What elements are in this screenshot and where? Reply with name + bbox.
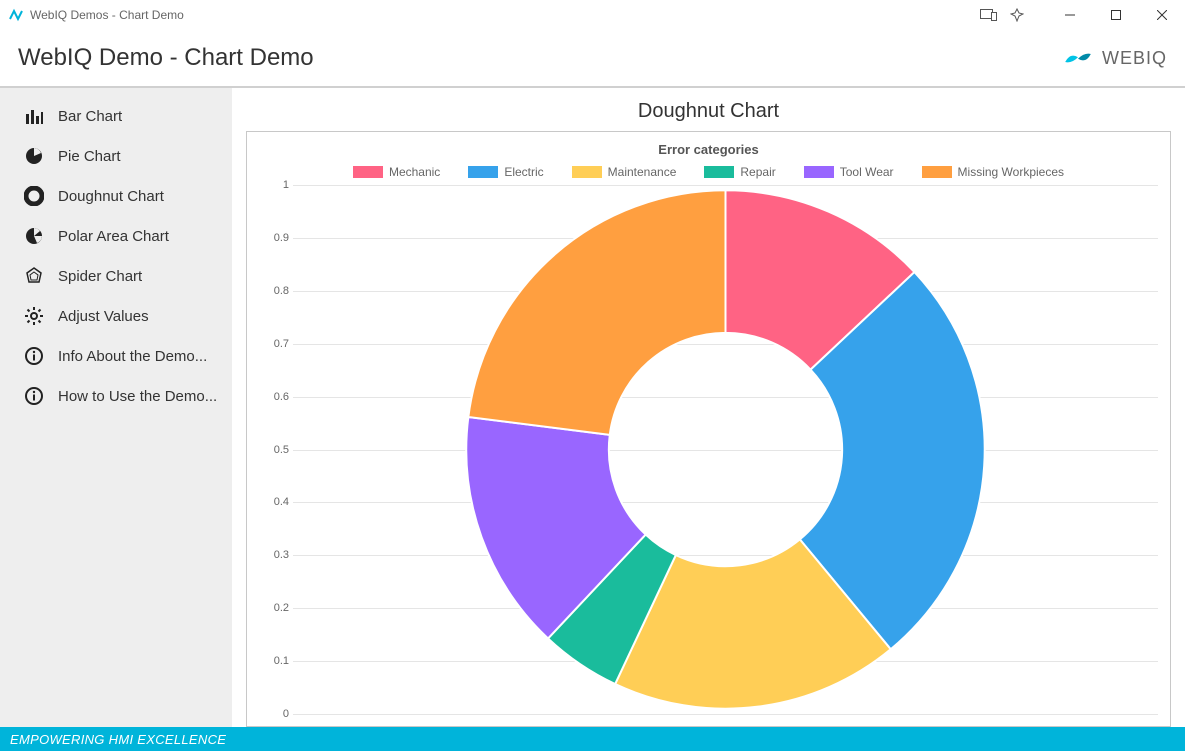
legend-label: Missing Workpieces — [958, 165, 1064, 179]
spider-icon — [24, 266, 44, 286]
sidebar-item-label: Bar Chart — [58, 108, 122, 125]
sidebar-item-label: Adjust Values — [58, 308, 149, 325]
info-icon — [24, 346, 44, 366]
polar-icon — [24, 226, 44, 246]
gear-icon — [24, 306, 44, 326]
legend-item[interactable]: Electric — [468, 165, 543, 179]
legend-swatch — [704, 166, 734, 178]
main-panel: Doughnut Chart Error categories Mechanic… — [232, 88, 1185, 727]
y-tick-label: 0.4 — [274, 496, 289, 508]
close-button[interactable] — [1139, 0, 1185, 30]
brand: WEBIQ — [1062, 46, 1167, 70]
sidebar-item-pie-chart[interactable]: Pie Chart — [0, 136, 232, 176]
pin-icon[interactable] — [1003, 0, 1031, 30]
y-tick-label: 0.1 — [274, 655, 289, 667]
footer-bar: EMPOWERING HMI EXCELLENCE — [0, 727, 1185, 751]
sidebar: Bar Chart Pie Chart Doughnut Chart Polar Ar… — [0, 88, 232, 727]
sidebar-item-label: How to Use the Demo... — [58, 388, 217, 405]
footer-text: EMPOWERING HMI EXCELLENCE — [10, 732, 226, 747]
legend-swatch — [572, 166, 602, 178]
legend-label: Electric — [504, 165, 543, 179]
legend-item[interactable]: Mechanic — [353, 165, 440, 179]
legend-label: Tool Wear — [840, 165, 894, 179]
chart-card: Error categories Mechanic Electric Mainten… — [246, 131, 1171, 727]
legend-item[interactable]: Missing Workpieces — [922, 165, 1064, 179]
sidebar-item-label: Pie Chart — [58, 148, 121, 165]
sidebar-item-label: Spider Chart — [58, 268, 142, 285]
legend-label: Repair — [740, 165, 775, 179]
sidebar-item-label: Info About the Demo... — [58, 348, 207, 365]
legend-swatch — [804, 166, 834, 178]
chart-plot: 00.10.20.30.40.50.60.70.80.91 — [259, 185, 1158, 714]
legend-swatch — [468, 166, 498, 178]
sidebar-item-label: Polar Area Chart — [58, 228, 169, 245]
y-tick-label: 0.3 — [274, 549, 289, 561]
y-tick-label: 0.9 — [274, 232, 289, 244]
maximize-button[interactable] — [1093, 0, 1139, 30]
chart-subtitle: Error categories — [259, 142, 1158, 157]
page-title: WebIQ Demo - Chart Demo — [18, 44, 314, 72]
grid-line — [293, 714, 1158, 715]
devices-icon[interactable] — [975, 0, 1003, 30]
sidebar-item-info-about-the-demo[interactable]: Info About the Demo... — [0, 336, 232, 376]
bar-icon — [24, 106, 44, 126]
legend-swatch — [922, 166, 952, 178]
sidebar-item-spider-chart[interactable]: Spider Chart — [0, 256, 232, 296]
doughnut-slice[interactable] — [468, 190, 725, 435]
y-tick-label: 0.2 — [274, 602, 289, 614]
y-axis: 00.10.20.30.40.50.60.70.80.91 — [259, 185, 293, 714]
brand-text: WEBIQ — [1102, 48, 1167, 69]
sidebar-item-doughnut-chart[interactable]: Doughnut Chart — [0, 176, 232, 216]
pie-icon — [24, 146, 44, 166]
window-titlebar: WebIQ Demos - Chart Demo — [0, 0, 1185, 30]
legend-label: Maintenance — [608, 165, 677, 179]
brand-logo-icon — [1062, 46, 1094, 70]
legend-swatch — [353, 166, 383, 178]
window-title: WebIQ Demos - Chart Demo — [30, 8, 184, 22]
legend-label: Mechanic — [389, 165, 440, 179]
app-icon — [8, 7, 24, 23]
y-tick-label: 0.5 — [274, 444, 289, 456]
page-header: WebIQ Demo - Chart Demo WEBIQ — [0, 30, 1185, 86]
legend-item[interactable]: Repair — [704, 165, 775, 179]
sidebar-item-adjust-values[interactable]: Adjust Values — [0, 296, 232, 336]
sidebar-item-polar-area-chart[interactable]: Polar Area Chart — [0, 216, 232, 256]
doughnut-chart — [461, 185, 990, 714]
sidebar-item-label: Doughnut Chart — [58, 188, 164, 205]
legend-item[interactable]: Maintenance — [572, 165, 677, 179]
sidebar-item-bar-chart[interactable]: Bar Chart — [0, 96, 232, 136]
y-tick-label: 0 — [283, 708, 289, 720]
chart-title: Doughnut Chart — [246, 100, 1171, 123]
chart-legend: Mechanic Electric Maintenance Repair Tool We… — [259, 165, 1158, 179]
donut-icon — [24, 186, 44, 206]
info-icon — [24, 386, 44, 406]
legend-item[interactable]: Tool Wear — [804, 165, 894, 179]
y-tick-label: 1 — [283, 179, 289, 191]
y-tick-label: 0.7 — [274, 338, 289, 350]
sidebar-item-how-to-use-the-demo[interactable]: How to Use the Demo... — [0, 376, 232, 416]
minimize-button[interactable] — [1047, 0, 1093, 30]
y-tick-label: 0.6 — [274, 391, 289, 403]
y-tick-label: 0.8 — [274, 285, 289, 297]
